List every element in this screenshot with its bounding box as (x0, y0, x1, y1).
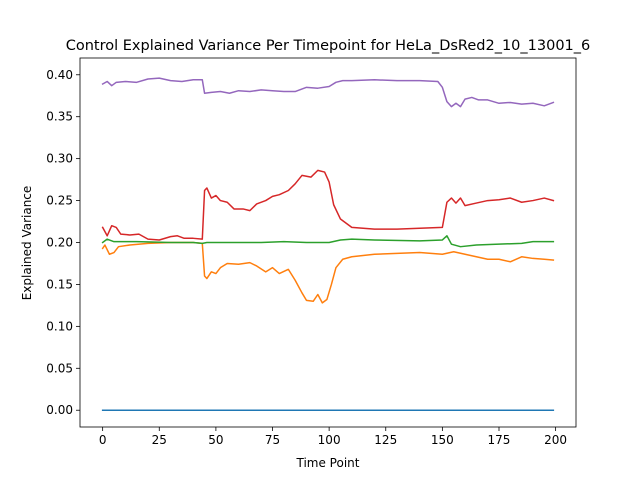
x-tick-label: 150 (431, 433, 454, 447)
y-tick-label: 0.20 (46, 236, 73, 250)
x-tick-label: 125 (374, 433, 397, 447)
chart-title: Control Explained Variance Per Timepoint… (66, 38, 591, 54)
y-tick-label: 0.35 (46, 110, 73, 124)
series-line-5 (101, 77, 555, 108)
x-axis-label: Time Point (296, 456, 360, 470)
x-tick-label: 50 (208, 433, 223, 447)
y-tick-label: 0.15 (46, 277, 73, 291)
axes: 0 25 50 75 100 125 150 175 200 0.00 0.05 0.10 0.15 0.… (46, 57, 577, 447)
y-tick-label: 0.30 (46, 152, 73, 166)
series-line-2 (101, 241, 555, 304)
plot-area (101, 77, 555, 411)
x-tick-label: 25 (152, 433, 167, 447)
x-tick-label: 100 (318, 433, 341, 447)
x-tick-label: 175 (488, 433, 511, 447)
series-line-3 (101, 235, 555, 248)
series-line-4 (101, 169, 555, 241)
y-axis-label: Explained Variance (20, 186, 34, 301)
y-tick-label: 0.25 (46, 194, 73, 208)
y-tick-label: 0.10 (46, 319, 73, 333)
x-tick-label: 75 (265, 433, 280, 447)
x-tick-label: 0 (99, 433, 107, 447)
x-tick-label: 200 (544, 433, 567, 447)
y-tick-label: 0.00 (46, 403, 73, 417)
y-tick-label: 0.05 (46, 361, 73, 375)
y-tick-label: 0.40 (46, 68, 73, 82)
